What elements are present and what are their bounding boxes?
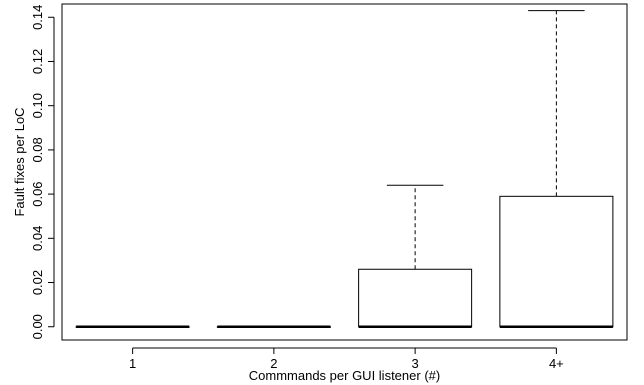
box-2 bbox=[217, 327, 330, 328]
y-axis: 0.00 0.02 0.04 0.06 0.08 0.10 0.12 0.14 bbox=[30, 5, 54, 340]
x-tick-label: 1 bbox=[129, 356, 136, 371]
y-tick-label: 0.12 bbox=[30, 49, 45, 74]
y-tick-label: 0.08 bbox=[30, 137, 45, 162]
y-tick-label: 0.10 bbox=[30, 93, 45, 118]
box-1 bbox=[76, 327, 189, 328]
box-4+ bbox=[500, 11, 613, 327]
box-3 bbox=[359, 185, 472, 326]
x-axis-label: Commmands per GUI listener (#) bbox=[249, 368, 440, 383]
y-tick-label: 0.02 bbox=[30, 270, 45, 295]
y-tick-label: 0.00 bbox=[30, 314, 45, 339]
boxes bbox=[76, 11, 613, 328]
y-tick-label: 0.04 bbox=[30, 226, 45, 251]
box-body bbox=[359, 269, 472, 326]
box-body bbox=[500, 196, 613, 326]
y-tick-label: 0.14 bbox=[30, 5, 45, 30]
y-tick-label: 0.06 bbox=[30, 181, 45, 206]
x-tick-label: 4+ bbox=[549, 356, 564, 371]
y-axis-label: Fault fixes per LoC bbox=[12, 107, 27, 216]
